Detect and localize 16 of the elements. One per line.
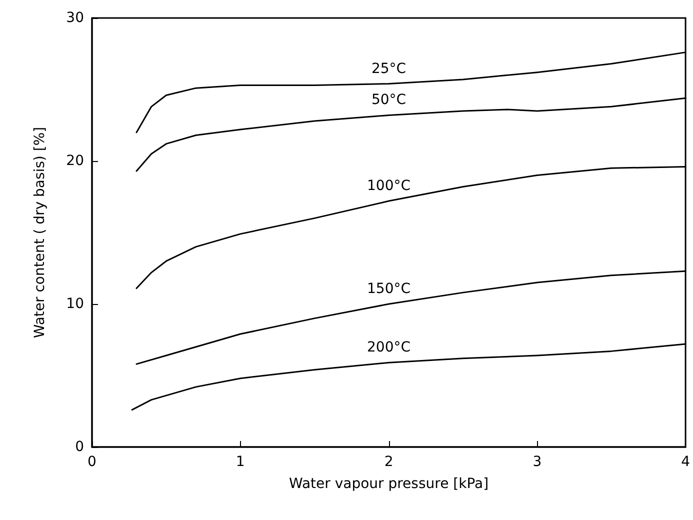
x-tick-label: 0 (88, 454, 96, 470)
y-tick-label: 30 (66, 10, 84, 26)
x-tick-label: 2 (384, 454, 394, 470)
x-axis-title: Water vapour pressure [kPa] (288, 476, 489, 492)
x-tick-label: 1 (236, 454, 245, 470)
y-tick-label: 10 (66, 296, 84, 312)
series-label: 150°C (367, 281, 411, 297)
y-axis-title: Water content ( dry basis) [%] (32, 126, 48, 338)
y-tick-label: 0 (75, 439, 84, 455)
series-label: 200°C (367, 340, 411, 356)
y-tick-label: 20 (66, 153, 84, 169)
x-tick-label: 4 (681, 454, 690, 470)
series-label: 25°C (371, 60, 406, 77)
x-tick-label: 3 (532, 454, 542, 470)
series-label: 50°C (371, 92, 406, 108)
series-label: 100°C (367, 178, 411, 194)
